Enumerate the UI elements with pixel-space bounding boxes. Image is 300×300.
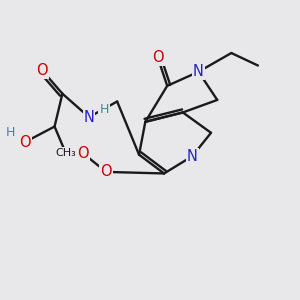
Text: N: N bbox=[84, 110, 94, 124]
Text: O: O bbox=[36, 63, 48, 78]
Text: H: H bbox=[6, 126, 16, 139]
Text: N: N bbox=[193, 64, 204, 79]
Text: O: O bbox=[152, 50, 164, 65]
Text: CH₃: CH₃ bbox=[55, 148, 76, 158]
Text: N: N bbox=[187, 149, 198, 164]
Text: O: O bbox=[100, 164, 112, 179]
Text: O: O bbox=[77, 146, 88, 160]
Text: H: H bbox=[99, 103, 109, 116]
Text: O: O bbox=[19, 135, 31, 150]
